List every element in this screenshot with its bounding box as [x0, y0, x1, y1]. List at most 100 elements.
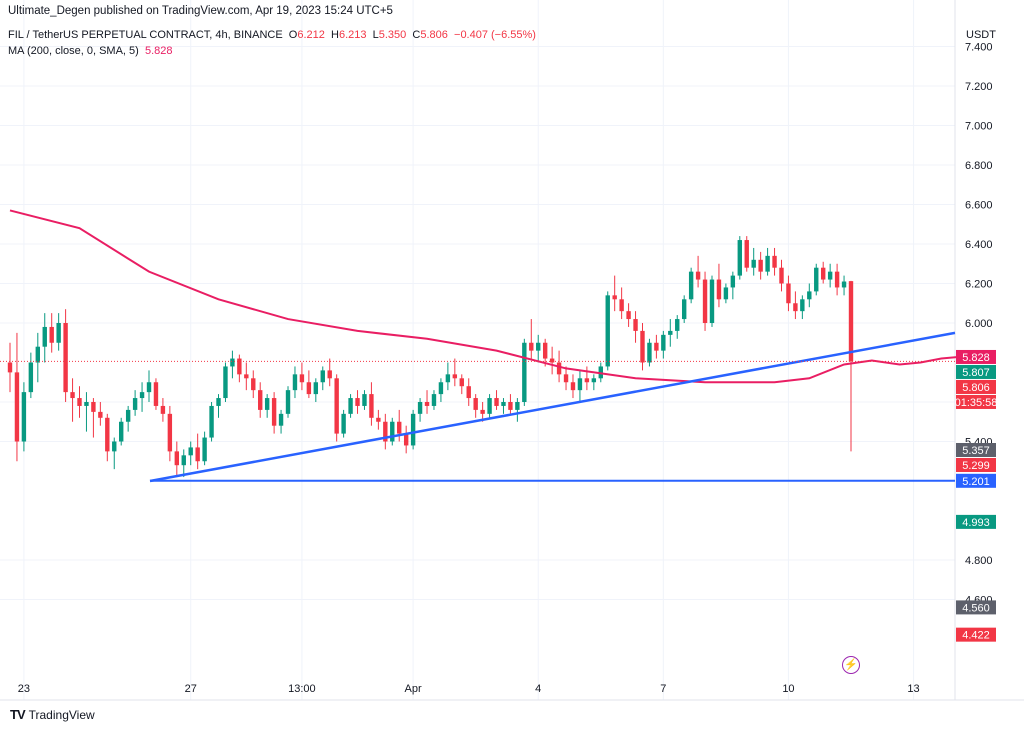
candle-body [209, 405, 214, 438]
price-label-text: 4.560 [962, 602, 990, 614]
candle-body [758, 259, 763, 272]
price-label-text: 4.993 [962, 517, 990, 529]
candle-body [542, 342, 548, 359]
ma-label[interactable]: MA (200, close, 0, SMA, 5) [8, 45, 139, 57]
price-label: 5.806 [956, 379, 996, 394]
price-label: 4.560 [956, 600, 996, 615]
lightning-icon[interactable]: ⚡ [842, 656, 860, 674]
low-label: L [372, 29, 379, 41]
candle-body [424, 402, 430, 406]
tradingview-logo: TV [10, 707, 26, 722]
time-tick-label: 7 [660, 683, 666, 695]
change-value: −0.407 (−6.55%) [454, 29, 536, 41]
candle-body [237, 358, 242, 375]
candle-body [216, 398, 221, 406]
candle-body [125, 409, 131, 422]
candle-body [376, 417, 381, 422]
candle-body [473, 398, 478, 410]
candle-body [584, 378, 590, 383]
time-tick-label: 23 [18, 683, 30, 695]
candle-body [278, 413, 284, 426]
price-tick-label: 6.200 [965, 279, 993, 291]
price-label: 01:35:58 [955, 394, 998, 409]
price-label-text: 5.806 [962, 382, 990, 394]
price-label-text: 5.357 [962, 445, 990, 457]
candle-body [695, 271, 701, 280]
low-value: 5.350 [378, 29, 407, 41]
close-label: C [412, 29, 421, 41]
candle-body [730, 275, 736, 288]
candle-body [737, 240, 742, 276]
tradingview-brand: TradingView [28, 707, 95, 722]
candle-body [772, 255, 777, 268]
currency-unit: USDT [966, 29, 996, 41]
candle-body [633, 319, 638, 331]
candle-body [195, 447, 200, 462]
price-label-text: 01:35:58 [955, 397, 998, 409]
candle-body [160, 405, 166, 414]
high-value: 6.213 [338, 29, 367, 41]
candle-body [779, 267, 784, 284]
candle-body [501, 402, 506, 406]
candle-body [355, 398, 360, 406]
candle-body [320, 370, 325, 383]
price-label: 4.422 [956, 627, 996, 642]
candle-body [119, 421, 124, 442]
candle-body [403, 433, 409, 446]
candle-body [98, 411, 103, 418]
open-value: 6.212 [297, 29, 325, 41]
candle-body [556, 362, 562, 375]
candle-body [536, 342, 541, 351]
candle-body [807, 291, 812, 300]
candle-body [132, 398, 138, 410]
candle-body [494, 398, 499, 406]
price-label-bg [956, 442, 996, 457]
candle-body [723, 287, 729, 300]
candle-body [654, 342, 659, 351]
candle-body [605, 295, 610, 367]
candle-body [244, 374, 249, 379]
candle-body [334, 378, 339, 434]
symbol-title[interactable]: FIL / TetherUS PERPETUAL CONTRACT, 4h, B… [8, 29, 283, 41]
price-tick-label: 6.800 [965, 160, 993, 172]
candle-body [529, 342, 534, 351]
price-label-bg [956, 627, 996, 642]
candle-body [681, 299, 687, 320]
candle-body [848, 281, 854, 362]
ma200-line [9, 209, 963, 384]
candle-body [688, 271, 694, 300]
candle-body [369, 394, 374, 418]
price-label-text: 5.828 [962, 352, 990, 364]
candle-body [299, 374, 305, 383]
candle-body [515, 402, 520, 410]
candle-body [570, 382, 576, 391]
candle-body [383, 421, 388, 442]
candles [7, 236, 854, 478]
candle-body [445, 374, 451, 383]
candle-body [292, 374, 298, 391]
candle-body [202, 437, 207, 462]
candle-body [591, 378, 597, 383]
price-label-bg [956, 379, 996, 394]
time-tick-label: Apr [405, 683, 422, 695]
candle-body [49, 326, 54, 343]
price-label-bg [956, 394, 996, 409]
ma-value: 5.828 [144, 45, 173, 57]
price-label-text: 4.422 [962, 630, 990, 642]
candle-body [814, 267, 819, 292]
candle-body [744, 240, 749, 268]
candle-body [452, 374, 458, 379]
candle-body [563, 374, 569, 383]
price-label: 5.828 [956, 349, 996, 364]
price-label: 5.201 [956, 473, 996, 488]
candle-body [28, 362, 34, 393]
candle-body [612, 295, 617, 300]
candle-body [675, 319, 680, 331]
candle-body [480, 409, 485, 414]
candle-body [487, 398, 492, 414]
candle-body [313, 382, 319, 395]
candle-body [70, 392, 75, 399]
candle-body [42, 326, 47, 347]
candle-body [341, 413, 346, 434]
